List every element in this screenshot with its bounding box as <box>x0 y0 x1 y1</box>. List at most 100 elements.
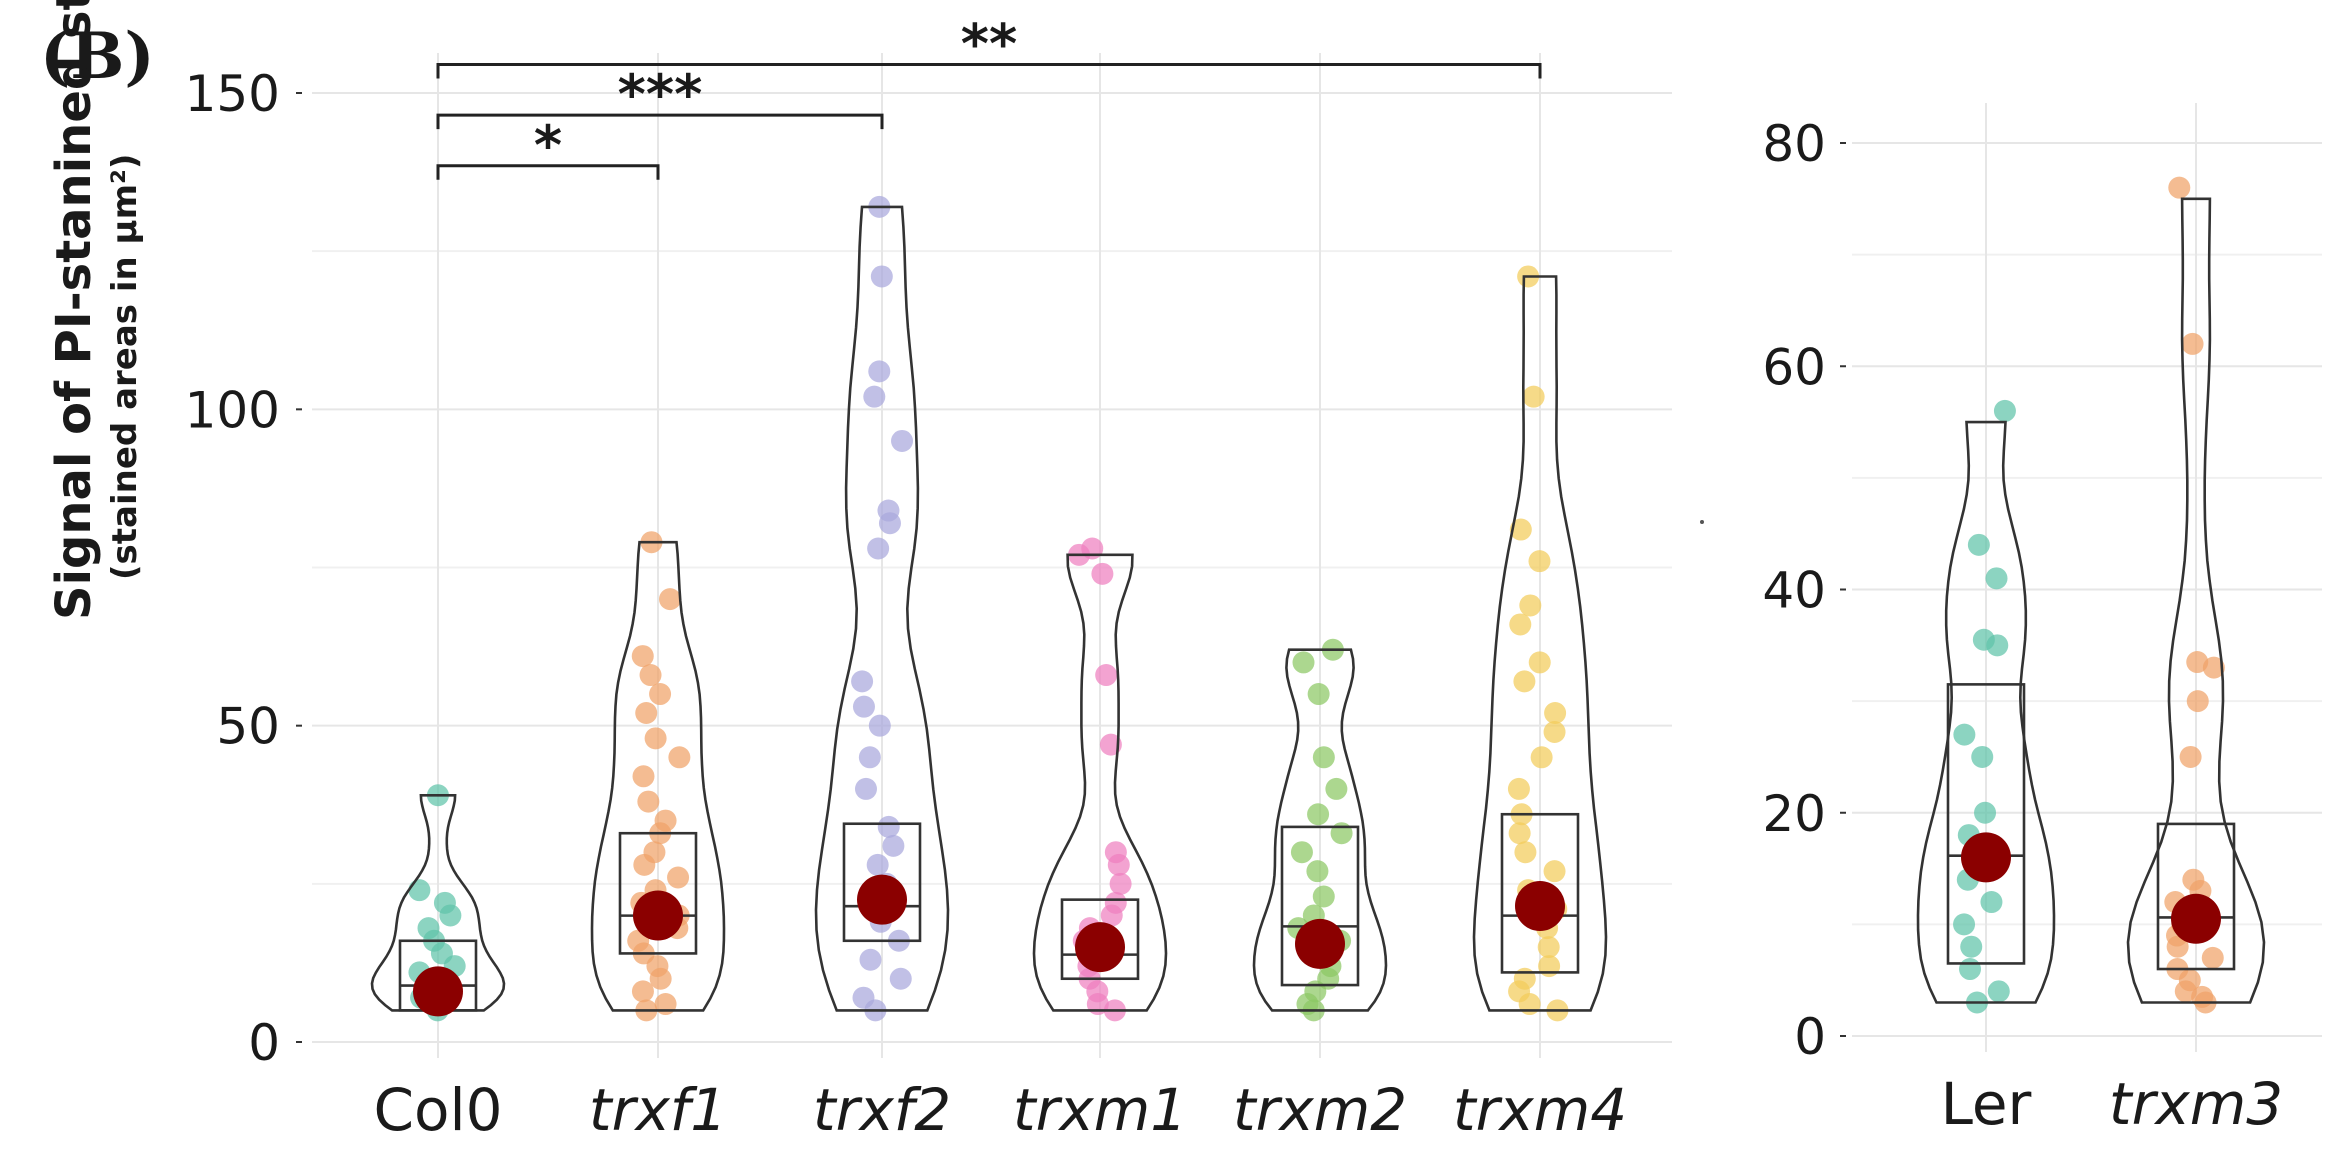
data-point <box>2179 745 2202 768</box>
significance-brackets: ****** <box>436 13 1542 180</box>
data-point <box>1325 777 1348 800</box>
data-point <box>2186 690 2209 713</box>
data-point <box>852 695 875 718</box>
data-point <box>635 702 658 725</box>
data-point <box>1528 550 1551 573</box>
data-point <box>868 714 891 737</box>
box <box>1946 683 2026 965</box>
group-trxm3 <box>2126 176 2266 1014</box>
y-tick-label: 0 <box>1794 1008 1826 1066</box>
data-point <box>1513 967 1536 990</box>
data-point <box>1104 891 1127 914</box>
data-point <box>2168 176 2191 199</box>
violin <box>1916 420 2056 1004</box>
data-point <box>1967 533 1990 556</box>
y-axis-label: Signal of PI-stanined starch (stained ar… <box>46 0 145 620</box>
data-point <box>1537 936 1560 959</box>
violin <box>2126 197 2266 1004</box>
data-point <box>1543 860 1566 883</box>
data-point <box>1530 746 1553 769</box>
data-point <box>1312 885 1335 908</box>
x-tick-label: trxf1 <box>589 1076 727 1144</box>
box <box>1500 812 1580 974</box>
mean-marker <box>633 890 683 941</box>
data-point <box>1522 385 1545 408</box>
data-point <box>433 891 456 914</box>
data-point <box>1544 702 1567 725</box>
x-tick-label: trxm2 <box>1233 1076 1407 1144</box>
data-point <box>854 777 877 800</box>
data-point <box>668 746 691 769</box>
mean-marker <box>857 874 907 925</box>
x-tick-label: trxm1 <box>1013 1076 1187 1144</box>
data-point <box>1307 683 1330 706</box>
data-point <box>891 429 914 452</box>
y-tick-label: 0 <box>248 1014 280 1072</box>
data-point <box>877 499 900 522</box>
data-point <box>1514 841 1537 864</box>
data-point <box>631 645 654 668</box>
data-point <box>643 841 666 864</box>
y-axis-subtitle: (stained areas in µm²) <box>105 154 145 580</box>
data-point <box>654 809 677 832</box>
data-point <box>870 265 893 288</box>
y-tick-label: 20 <box>1762 785 1826 843</box>
data-point <box>1307 803 1330 826</box>
data-point <box>1974 801 1997 824</box>
group-trxm4 <box>1472 265 1608 1022</box>
data-point <box>877 815 900 838</box>
y-axis-title: Signal of PI-stanined starch <box>46 0 102 620</box>
significance-bracket <box>436 63 1542 79</box>
x-tick-label: trxm3 <box>2109 1070 2283 1138</box>
y-tick-label: 100 <box>185 381 280 439</box>
data-point <box>889 967 912 990</box>
y-tick-label: 60 <box>1762 338 1826 396</box>
box <box>842 822 922 943</box>
x-tick-label: trxm4 <box>1453 1076 1627 1144</box>
y-tick-label: 150 <box>185 65 280 123</box>
x-tick-label: Col0 <box>374 1076 503 1144</box>
data-point <box>1509 518 1532 541</box>
data-point <box>859 948 882 971</box>
data-point <box>1091 562 1114 585</box>
grid <box>1852 103 2322 1052</box>
data-point <box>1292 651 1315 674</box>
data-point <box>667 866 690 889</box>
data-point <box>1953 723 1976 746</box>
mean-marker <box>2171 893 2221 944</box>
data-point <box>632 765 655 788</box>
group-trxm1 <box>1032 537 1168 1022</box>
group-Col0 <box>370 784 506 1022</box>
data-point <box>1993 399 2016 422</box>
significance-bracket <box>436 164 660 180</box>
data-point <box>1538 955 1561 978</box>
data-point <box>863 385 886 408</box>
stray-mark <box>1700 520 1704 524</box>
y-tick-label: 50 <box>216 698 280 756</box>
data-point <box>1508 822 1531 845</box>
y-tick-label: 80 <box>1762 115 1826 173</box>
data-point <box>644 727 667 750</box>
data-point <box>1543 720 1566 743</box>
group-trxf1 <box>590 531 726 1022</box>
violin <box>1032 553 1168 1012</box>
data-point <box>2182 868 2205 891</box>
box <box>2156 822 2236 971</box>
data-point <box>1959 958 1982 981</box>
data-point <box>637 790 660 813</box>
data-point <box>1290 841 1313 864</box>
y-axis: 0 20 40 60 80 <box>1762 115 1846 1066</box>
data-point <box>1104 841 1127 864</box>
data-point <box>659 588 682 611</box>
group-trxf2 <box>814 195 950 1022</box>
group-trxm2 <box>1252 638 1388 1022</box>
violin <box>814 205 950 1012</box>
data-point <box>1507 777 1530 800</box>
data-point <box>2186 651 2209 674</box>
x-tick-label: trxf2 <box>813 1076 951 1144</box>
data-point <box>1519 594 1542 617</box>
significance-label: * <box>534 114 562 177</box>
data-point <box>1509 613 1532 636</box>
box <box>1060 898 1140 981</box>
